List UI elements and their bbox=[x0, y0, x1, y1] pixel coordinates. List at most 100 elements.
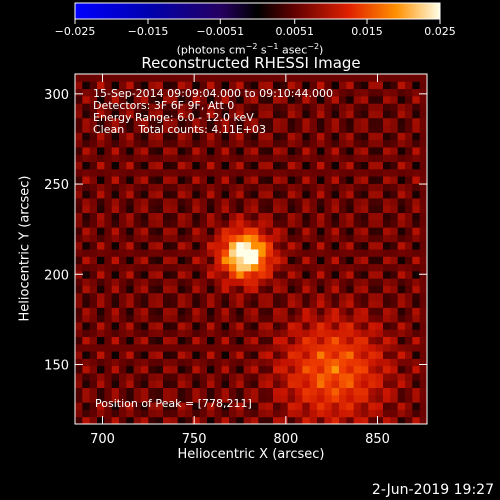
heatmap-cell bbox=[412, 336, 421, 345]
heatmap-cell bbox=[419, 409, 427, 418]
heatmap-cell bbox=[229, 139, 237, 148]
heatmap-cell bbox=[221, 358, 230, 367]
heatmap-cell bbox=[375, 278, 384, 286]
heatmap-cell bbox=[236, 234, 245, 243]
heatmap-cell bbox=[383, 300, 391, 308]
heatmap-cell bbox=[368, 409, 377, 418]
heatmap-cell bbox=[192, 343, 201, 352]
heatmap-cell bbox=[265, 241, 274, 250]
heatmap-cell bbox=[346, 300, 355, 308]
heatmap-cell bbox=[419, 103, 427, 111]
heatmap-cell bbox=[133, 241, 142, 250]
heatmap-cell bbox=[419, 292, 427, 301]
heatmap-cell bbox=[383, 270, 391, 279]
heatmap-cell bbox=[265, 292, 274, 301]
heatmap-cell bbox=[331, 285, 340, 294]
heatmap-cell bbox=[119, 176, 127, 184]
heatmap-cell bbox=[324, 409, 333, 418]
heatmap-cell bbox=[214, 270, 223, 279]
heatmap-cell bbox=[221, 402, 230, 410]
heatmap-cell bbox=[339, 176, 347, 184]
heatmap-cell bbox=[170, 329, 179, 337]
heatmap-cell bbox=[368, 110, 377, 119]
heatmap-cell bbox=[302, 219, 311, 228]
heatmap-cell bbox=[273, 110, 281, 119]
heatmap-cell bbox=[346, 292, 355, 301]
heatmap-cell bbox=[192, 387, 201, 396]
footer-date: 2-Jun-2019 19:27 bbox=[371, 482, 494, 498]
heatmap-cell bbox=[89, 161, 98, 170]
heatmap-cell bbox=[229, 249, 237, 257]
heatmap-cell bbox=[155, 336, 164, 345]
heatmap-cell bbox=[170, 212, 179, 221]
heatmap-cell bbox=[397, 372, 406, 381]
heatmap-cell bbox=[405, 95, 413, 104]
heatmap-cell bbox=[199, 394, 208, 403]
heatmap-cell bbox=[419, 416, 427, 424]
heatmap-cell bbox=[287, 168, 296, 177]
heatmap-cell bbox=[419, 263, 427, 272]
heatmap-cell bbox=[353, 88, 362, 97]
heatmap-cell bbox=[170, 125, 179, 133]
heatmap-cell bbox=[185, 285, 193, 294]
heatmap-cell bbox=[258, 154, 267, 162]
heatmap-cell bbox=[119, 125, 127, 133]
heatmap-cell bbox=[82, 380, 91, 389]
heatmap-cell bbox=[97, 343, 105, 352]
heatmap-cell bbox=[405, 103, 413, 111]
heatmap-cell bbox=[383, 125, 391, 133]
heatmap-cell bbox=[243, 336, 252, 345]
heatmap-cell bbox=[368, 365, 377, 374]
heatmap-cell bbox=[412, 234, 421, 243]
heatmap-cell bbox=[346, 176, 355, 184]
heatmap-cell bbox=[405, 176, 413, 184]
heatmap-cell bbox=[133, 285, 142, 294]
heatmap-cell bbox=[214, 197, 223, 206]
heatmap-cell bbox=[419, 402, 427, 410]
heatmap-cell bbox=[258, 103, 267, 111]
heatmap-cell bbox=[258, 190, 267, 199]
heatmap-cell bbox=[346, 351, 355, 359]
heatmap-cell bbox=[155, 197, 164, 206]
heatmap-cell bbox=[273, 372, 281, 381]
heatmap-cell bbox=[390, 190, 399, 199]
heatmap-cell bbox=[361, 409, 369, 418]
heatmap-cell bbox=[243, 285, 252, 294]
x-tick-label: 750 bbox=[182, 432, 207, 447]
heatmap-cell bbox=[287, 314, 296, 323]
heatmap-cell bbox=[199, 125, 208, 133]
heatmap-cell bbox=[119, 314, 127, 323]
heatmap-cell bbox=[412, 241, 421, 250]
heatmap-cell bbox=[148, 394, 157, 403]
heatmap-cell bbox=[273, 168, 281, 177]
heatmap-cell bbox=[339, 249, 347, 257]
heatmap-cell bbox=[207, 183, 215, 192]
heatmap-cell bbox=[148, 343, 157, 352]
heatmap-cell bbox=[419, 88, 427, 97]
heatmap-cell bbox=[390, 394, 399, 403]
heatmap-cell bbox=[236, 117, 245, 126]
heatmap-cell bbox=[309, 278, 318, 286]
heatmap-cell bbox=[405, 132, 413, 141]
heatmap-cell bbox=[309, 351, 318, 359]
heatmap-cell bbox=[258, 256, 267, 265]
heatmap-cell bbox=[258, 219, 267, 228]
heatmap-cell bbox=[199, 292, 208, 301]
heatmap-cell bbox=[236, 365, 245, 374]
heatmap-cell bbox=[163, 380, 171, 389]
heatmap-cell bbox=[75, 125, 83, 133]
heatmap-cell bbox=[104, 176, 113, 184]
heatmap-cell bbox=[331, 351, 340, 359]
heatmap-cell bbox=[97, 103, 105, 111]
heatmap-cell bbox=[419, 95, 427, 104]
heatmap-cell bbox=[405, 387, 413, 396]
heatmap-cell bbox=[221, 168, 230, 177]
heatmap-cell bbox=[419, 394, 427, 403]
heatmap-cell bbox=[405, 219, 413, 228]
heatmap-cell bbox=[89, 314, 98, 323]
heatmap-cell bbox=[412, 95, 421, 104]
heatmap-cell bbox=[104, 409, 113, 418]
heatmap-cell bbox=[119, 74, 127, 82]
heatmap-cell bbox=[309, 358, 318, 367]
heatmap-cell bbox=[221, 394, 230, 403]
